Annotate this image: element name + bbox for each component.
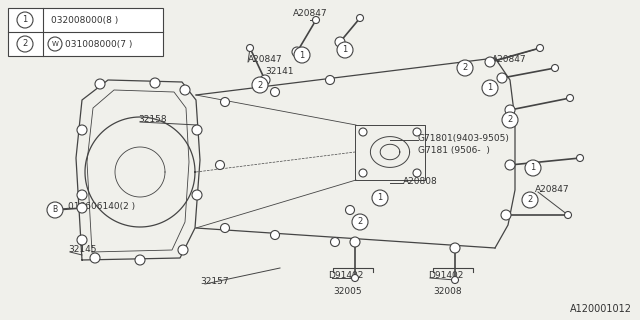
Text: D91402: D91402 xyxy=(428,270,463,279)
Circle shape xyxy=(330,237,339,246)
Circle shape xyxy=(77,125,87,135)
Circle shape xyxy=(482,80,498,96)
Text: A20847: A20847 xyxy=(292,10,327,19)
Circle shape xyxy=(77,235,87,245)
Circle shape xyxy=(178,245,188,255)
Circle shape xyxy=(359,128,367,136)
Text: 32008: 32008 xyxy=(433,286,461,295)
Circle shape xyxy=(260,75,270,85)
Circle shape xyxy=(48,37,62,51)
Text: 2: 2 xyxy=(527,196,532,204)
Text: 016606140(2 ): 016606140(2 ) xyxy=(68,203,135,212)
Circle shape xyxy=(350,237,360,247)
Text: G71801(9403-9505): G71801(9403-9505) xyxy=(418,133,510,142)
Circle shape xyxy=(359,169,367,177)
Text: A20847: A20847 xyxy=(535,186,570,195)
Text: 2: 2 xyxy=(22,39,28,49)
Circle shape xyxy=(351,275,358,282)
Text: B: B xyxy=(52,205,58,214)
Circle shape xyxy=(356,14,364,21)
Circle shape xyxy=(312,17,319,23)
Circle shape xyxy=(216,161,225,170)
Bar xyxy=(8,8,163,56)
Circle shape xyxy=(192,125,202,135)
Circle shape xyxy=(457,60,473,76)
Circle shape xyxy=(90,253,100,263)
Text: 2: 2 xyxy=(357,218,363,227)
Text: A20847: A20847 xyxy=(248,55,283,65)
Circle shape xyxy=(577,155,584,162)
Circle shape xyxy=(525,160,541,176)
Text: 2: 2 xyxy=(257,81,262,90)
Circle shape xyxy=(180,85,190,95)
Text: 32145: 32145 xyxy=(68,245,97,254)
Circle shape xyxy=(221,98,230,107)
Text: 032008000(8 ): 032008000(8 ) xyxy=(51,15,118,25)
Circle shape xyxy=(352,214,368,230)
Circle shape xyxy=(17,12,33,28)
Circle shape xyxy=(450,243,460,253)
Circle shape xyxy=(552,65,559,71)
Circle shape xyxy=(51,206,58,213)
Text: D91402: D91402 xyxy=(328,270,364,279)
Circle shape xyxy=(77,190,87,200)
Circle shape xyxy=(150,78,160,88)
Text: 1: 1 xyxy=(378,194,383,203)
Circle shape xyxy=(246,44,253,52)
Circle shape xyxy=(413,128,421,136)
Circle shape xyxy=(564,212,572,219)
Text: A120001012: A120001012 xyxy=(570,304,632,314)
Text: A20808: A20808 xyxy=(403,177,438,186)
Circle shape xyxy=(271,87,280,97)
Circle shape xyxy=(451,276,458,284)
Circle shape xyxy=(335,37,345,47)
Text: 1: 1 xyxy=(531,164,536,172)
Text: 32158: 32158 xyxy=(138,115,166,124)
Circle shape xyxy=(252,77,268,93)
Circle shape xyxy=(505,105,515,115)
Circle shape xyxy=(271,230,280,239)
Circle shape xyxy=(536,44,543,52)
Circle shape xyxy=(372,190,388,206)
Circle shape xyxy=(485,57,495,67)
Circle shape xyxy=(337,42,353,58)
Circle shape xyxy=(326,76,335,84)
Text: 031008000(7 ): 031008000(7 ) xyxy=(65,39,132,49)
Circle shape xyxy=(192,190,202,200)
Circle shape xyxy=(294,47,310,63)
Circle shape xyxy=(135,255,145,265)
Text: 1: 1 xyxy=(22,15,28,25)
Circle shape xyxy=(77,203,87,213)
Circle shape xyxy=(346,205,355,214)
Circle shape xyxy=(95,79,105,89)
Text: W: W xyxy=(52,41,58,47)
Circle shape xyxy=(221,223,230,233)
Text: G7181 (9506-  ): G7181 (9506- ) xyxy=(418,146,490,155)
Circle shape xyxy=(501,210,511,220)
Circle shape xyxy=(413,169,421,177)
Text: 2: 2 xyxy=(462,63,468,73)
Circle shape xyxy=(497,73,507,83)
Circle shape xyxy=(292,47,302,57)
Text: 32005: 32005 xyxy=(333,286,362,295)
Circle shape xyxy=(522,192,538,208)
Text: 2: 2 xyxy=(508,116,513,124)
Text: A20847: A20847 xyxy=(492,55,527,65)
Circle shape xyxy=(502,112,518,128)
Circle shape xyxy=(47,202,63,218)
Text: 32157: 32157 xyxy=(200,277,228,286)
Circle shape xyxy=(505,160,515,170)
Text: 1: 1 xyxy=(488,84,493,92)
Circle shape xyxy=(566,94,573,101)
Text: 32141: 32141 xyxy=(265,68,294,76)
Text: 1: 1 xyxy=(342,45,348,54)
Text: 1: 1 xyxy=(300,51,305,60)
Circle shape xyxy=(17,36,33,52)
